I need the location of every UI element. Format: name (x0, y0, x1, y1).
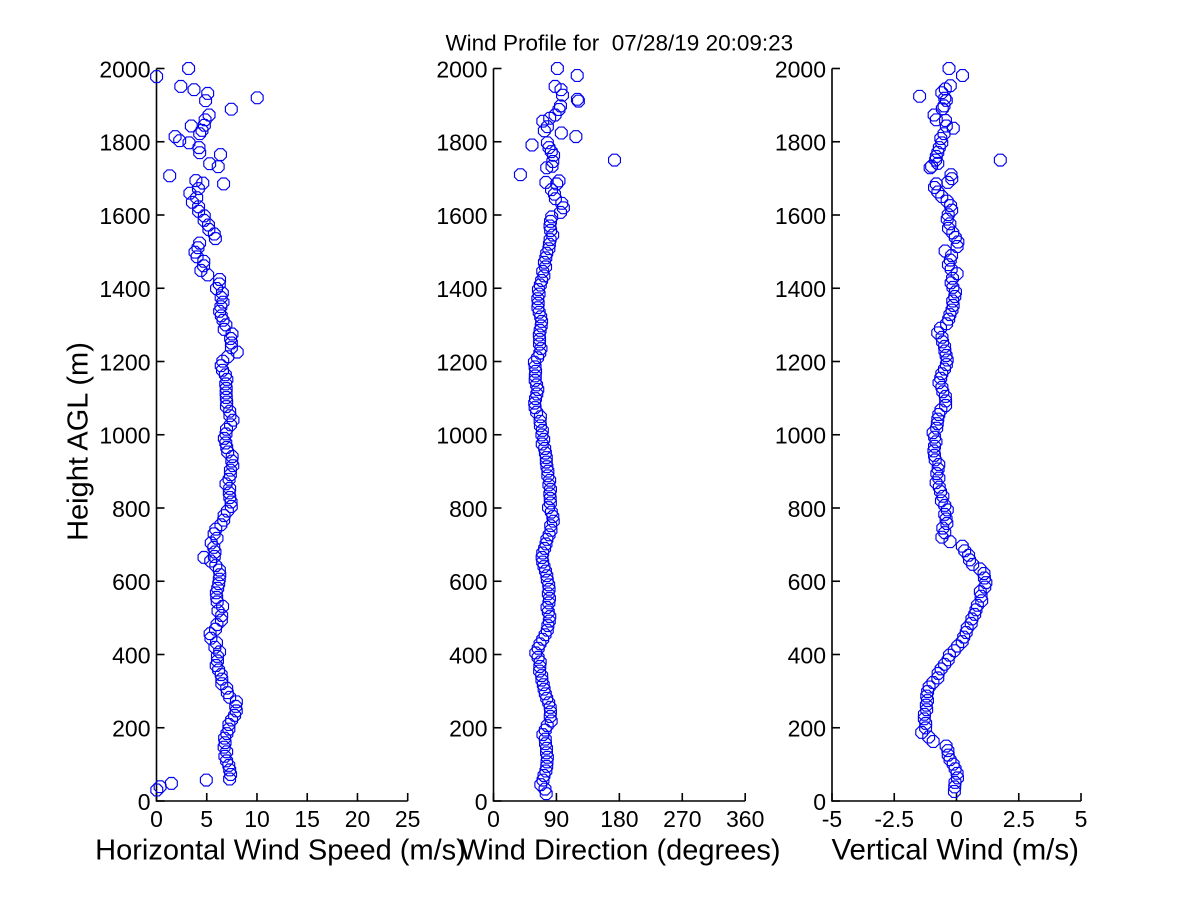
svg-text:180: 180 (600, 806, 638, 832)
svg-text:90: 90 (544, 806, 570, 832)
svg-text:400: 400 (112, 642, 150, 668)
svg-text:1800: 1800 (436, 130, 487, 156)
svg-text:1400: 1400 (775, 276, 826, 302)
svg-text:Wind Direction (degrees): Wind Direction (degrees) (460, 834, 781, 866)
svg-text:0: 0 (487, 806, 500, 832)
svg-text:400: 400 (788, 642, 826, 668)
svg-text:270: 270 (663, 806, 701, 832)
svg-text:15: 15 (294, 806, 320, 832)
svg-text:1200: 1200 (775, 349, 826, 375)
svg-text:0: 0 (813, 789, 826, 815)
svg-text:1400: 1400 (436, 276, 487, 302)
svg-text:200: 200 (112, 716, 150, 742)
svg-text:0: 0 (150, 806, 163, 832)
svg-text:600: 600 (788, 569, 826, 595)
svg-text:2000: 2000 (99, 56, 150, 82)
svg-text:1600: 1600 (99, 203, 150, 229)
svg-text:200: 200 (449, 716, 487, 742)
svg-text:-5: -5 (822, 806, 842, 832)
svg-text:0: 0 (475, 789, 488, 815)
svg-text:20: 20 (345, 806, 371, 832)
svg-text:Vertical Wind (m/s): Vertical Wind (m/s) (831, 833, 1079, 866)
svg-text:Height AGL (m): Height AGL (m) (63, 342, 95, 541)
svg-text:1000: 1000 (99, 423, 150, 449)
svg-text:600: 600 (112, 569, 150, 595)
svg-text:10: 10 (244, 806, 270, 832)
svg-text:-2.5: -2.5 (874, 806, 914, 832)
svg-text:1200: 1200 (99, 349, 150, 375)
svg-text:Wind Profile for 07/28/19 20:: Wind Profile for 07/28/19 20:09:23 (445, 30, 793, 55)
svg-text:800: 800 (449, 496, 487, 522)
svg-text:1000: 1000 (775, 423, 826, 449)
svg-text:1800: 1800 (99, 130, 150, 156)
svg-text:360: 360 (726, 806, 764, 832)
svg-text:1600: 1600 (775, 203, 826, 229)
svg-text:2.5: 2.5 (1003, 806, 1035, 832)
svg-text:200: 200 (788, 716, 826, 742)
svg-text:0: 0 (950, 806, 963, 832)
svg-text:0: 0 (138, 789, 151, 815)
svg-text:1800: 1800 (775, 130, 826, 156)
svg-text:600: 600 (449, 569, 487, 595)
svg-text:1000: 1000 (436, 423, 487, 449)
svg-text:Horizontal Wind Speed (m/s): Horizontal Wind Speed (m/s) (95, 834, 466, 866)
svg-text:800: 800 (112, 496, 150, 522)
svg-text:5: 5 (200, 806, 213, 832)
svg-text:25: 25 (395, 806, 421, 832)
svg-text:2000: 2000 (436, 56, 487, 82)
svg-text:400: 400 (449, 642, 487, 668)
svg-text:1600: 1600 (436, 203, 487, 229)
svg-text:2000: 2000 (775, 56, 826, 82)
svg-text:5: 5 (1075, 806, 1088, 832)
svg-text:1400: 1400 (99, 276, 150, 302)
svg-text:800: 800 (788, 496, 826, 522)
svg-text:1200: 1200 (436, 349, 487, 375)
